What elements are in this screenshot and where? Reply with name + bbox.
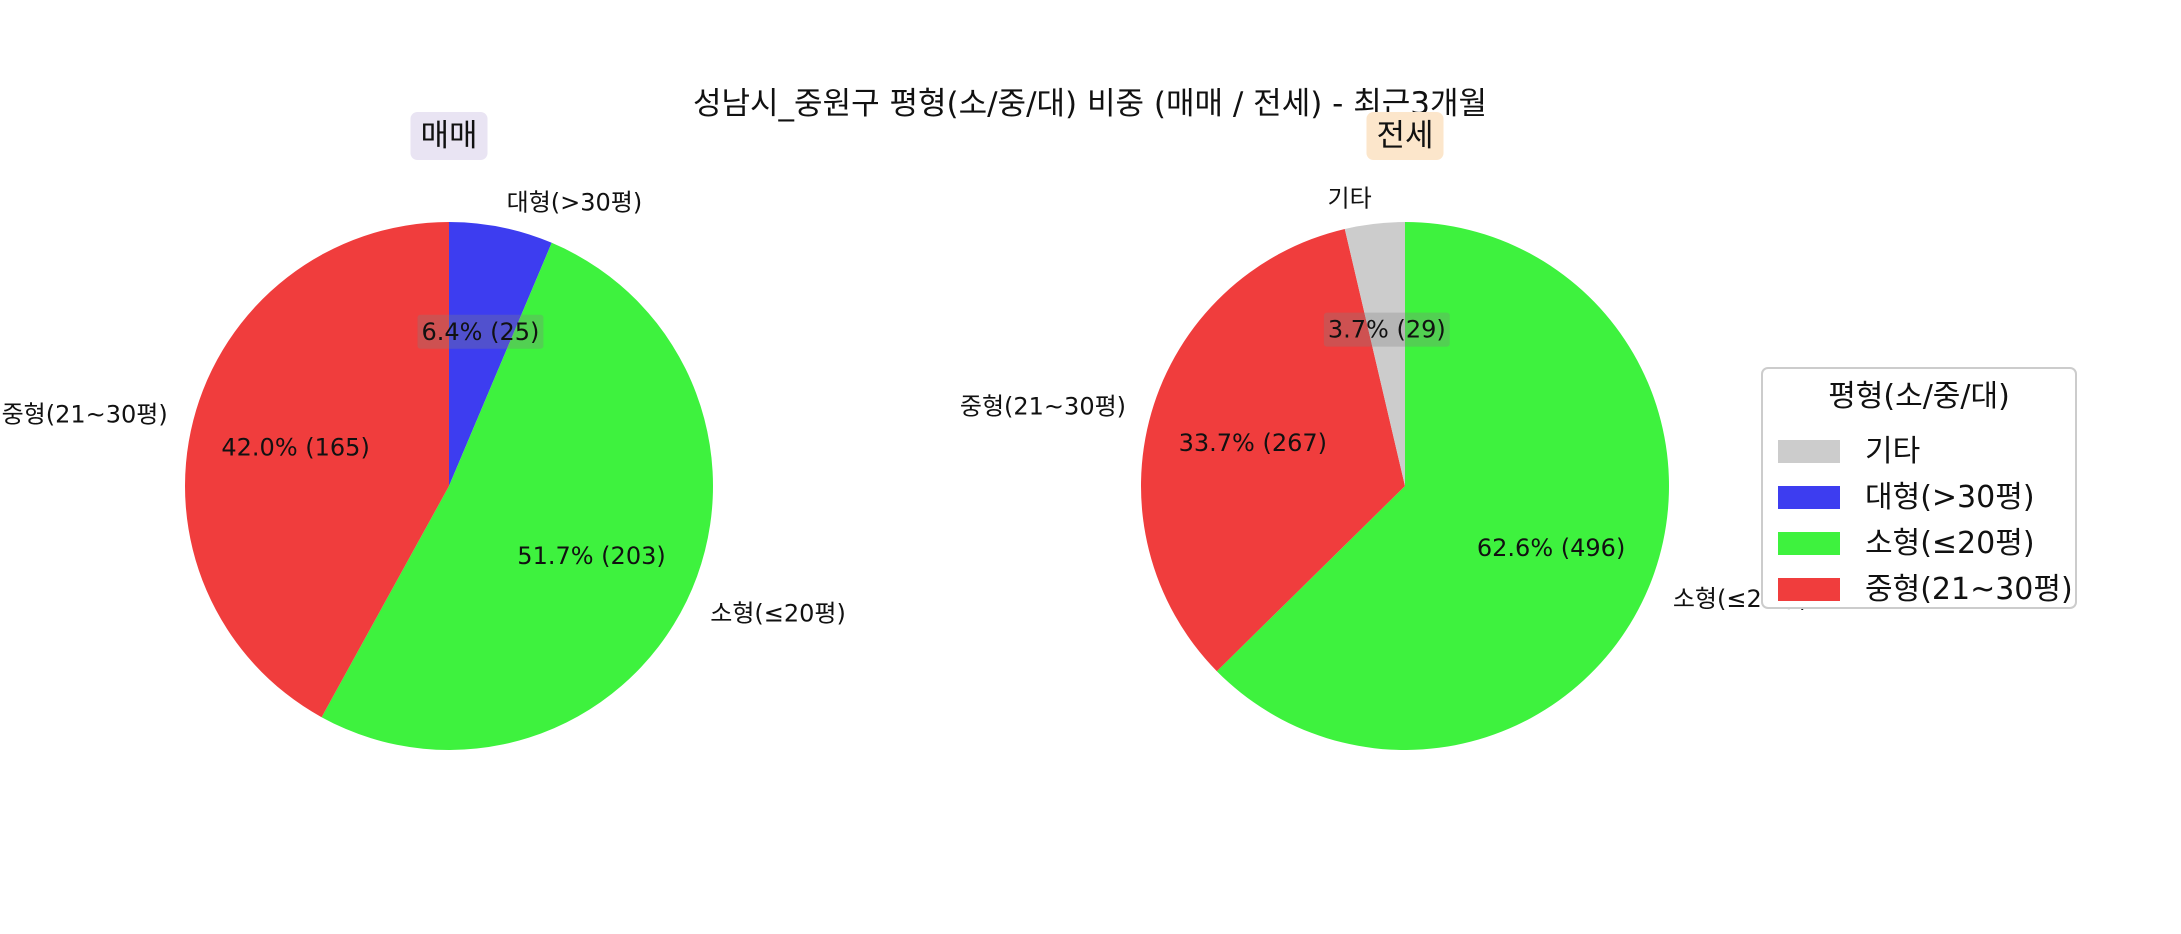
pie-slice-대형-30평 — [449, 222, 552, 486]
pie-value-label: 6.4% (25) — [421, 318, 539, 346]
pie-count-open: ( — [298, 434, 315, 462]
pie-subtitle-background — [410, 112, 488, 160]
pie-value-label-background — [1323, 312, 1450, 347]
pie-count: 165 — [315, 434, 361, 462]
legend-label: 대형(>30평) — [1865, 480, 2035, 515]
pie-count-open: ( — [1389, 316, 1406, 344]
pie-category-label: 소형(≤20평) — [710, 600, 846, 628]
legend-title: 평형(소/중/대) — [1828, 379, 2010, 414]
pie-value-label: 62.6% (496) — [1477, 534, 1625, 562]
pie-value-label: 51.7% (203) — [517, 542, 665, 570]
pie-count: 25 — [499, 318, 530, 346]
pie-slice-중형-21-30평 — [1141, 228, 1405, 672]
pie-slice-기타 — [1344, 222, 1405, 486]
pie-percent: 33.7% — [1179, 429, 1255, 457]
pie-count: 496 — [1570, 534, 1616, 562]
pie-count: 29 — [1406, 316, 1437, 344]
legend-swatch-기타 — [1778, 440, 1840, 463]
pie-value-label-background — [417, 314, 544, 349]
pie-count-close: ) — [1318, 429, 1327, 457]
pie-slice-중형-21-30평 — [184, 222, 449, 718]
pie-category-label: 기타 — [1327, 185, 1371, 213]
pie-subtitle-background — [1366, 112, 1444, 160]
pie-percent: 42.0% — [221, 434, 297, 462]
pie-count-open: ( — [1255, 429, 1272, 457]
pie-count-close: ) — [1436, 316, 1445, 344]
pie-count-open: ( — [594, 542, 611, 570]
pie-slice-소형-20평 — [321, 242, 714, 751]
pie-category-label: 중형(21~30평) — [960, 392, 1126, 420]
legend-swatch-대형-30평 — [1778, 486, 1840, 509]
pie-slice-소형-20평 — [1216, 222, 1670, 751]
pie-count-close: ) — [530, 318, 539, 346]
pie-subtitle: 매매 — [420, 118, 477, 154]
legend-swatch-중형-21-30평 — [1778, 578, 1840, 601]
pie-percent: 62.6% — [1477, 534, 1553, 562]
pie-percent: 6.4% — [421, 318, 482, 346]
pie-category-label: 중형(21~30평) — [2, 401, 168, 429]
legend-frame — [1761, 367, 2077, 609]
pie-count: 203 — [611, 542, 657, 570]
pie-count-close: ) — [360, 434, 369, 462]
pie-count-open: ( — [1553, 534, 1570, 562]
pie-count-open: ( — [482, 318, 499, 346]
pie-count-close: ) — [656, 542, 665, 570]
pie-subtitle: 전세 — [1376, 118, 1433, 154]
pie-value-label: 33.7% (267) — [1179, 429, 1327, 457]
legend-label: 중형(21~30평) — [1865, 572, 2073, 607]
pie-category-label: 대형(>30평) — [507, 188, 643, 216]
pie-percent: 51.7% — [517, 542, 593, 570]
pie-value-label: 42.0% (165) — [221, 434, 369, 462]
legend-label: 기타 — [1865, 434, 1920, 469]
legend-swatch-소형-20평 — [1778, 532, 1840, 555]
pie-count-close: ) — [1616, 534, 1625, 562]
pie-value-label: 3.7% (29) — [1328, 316, 1446, 344]
pie-count: 267 — [1272, 429, 1318, 457]
chart-title: 성남시_중원구 평형(소/중/대) 비중 (매매 / 전세) - 최근3개월 — [693, 86, 1487, 122]
pie-percent: 3.7% — [1328, 316, 1389, 344]
legend-label: 소형(≤20평) — [1865, 526, 2035, 561]
